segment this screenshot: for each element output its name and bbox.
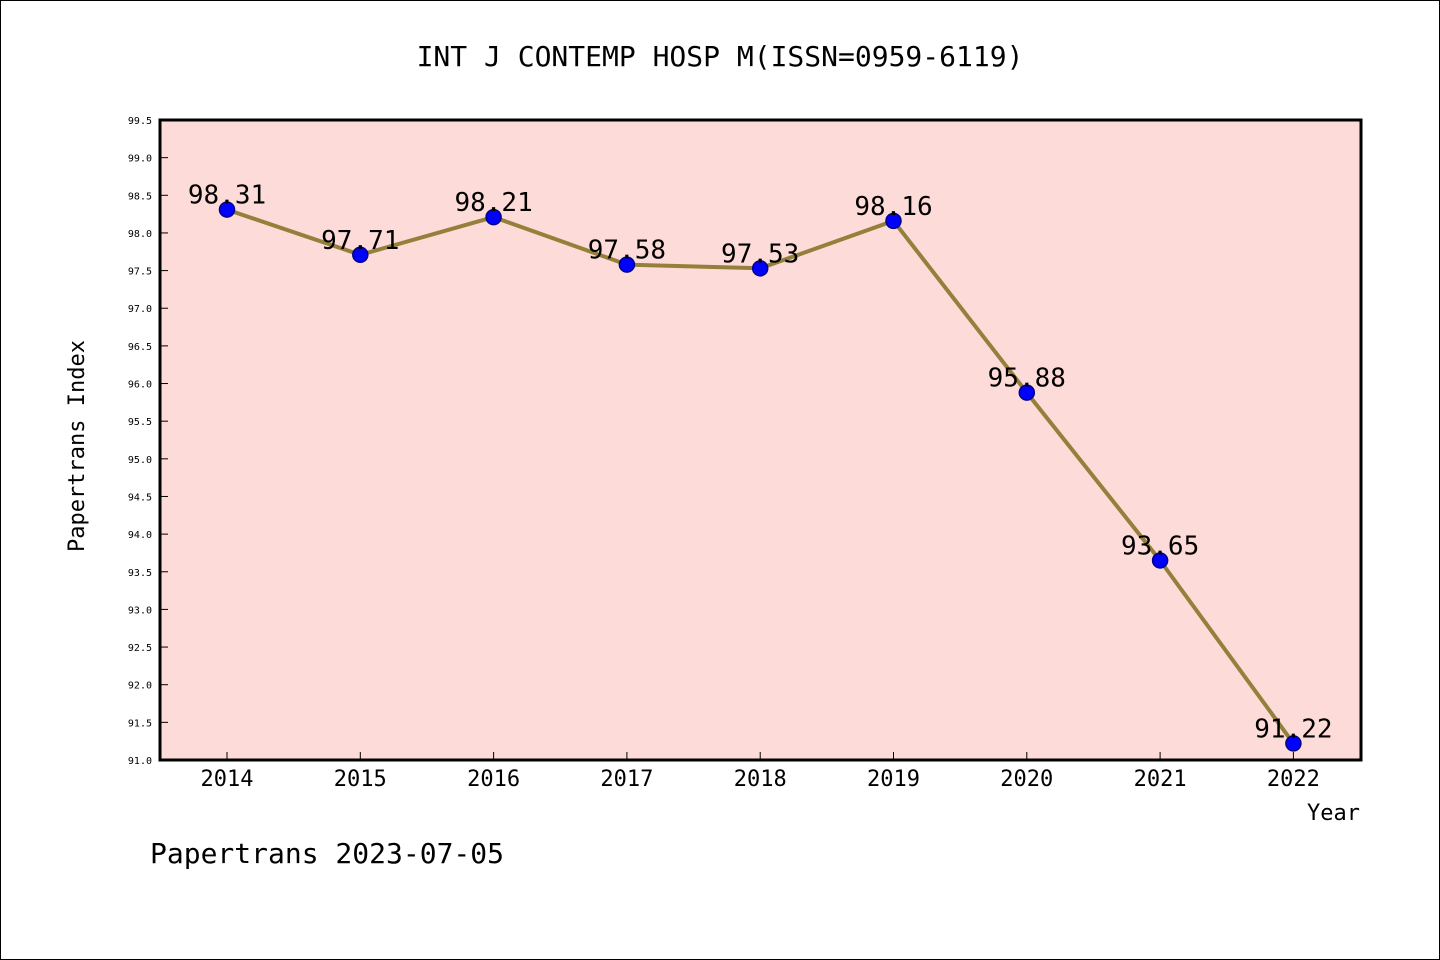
y-tick-label: 94.5	[128, 492, 152, 503]
x-tick-label: 2020	[1000, 767, 1053, 792]
y-tick-label: 99.0	[128, 154, 152, 165]
data-label: 98.16	[854, 192, 932, 222]
y-tick-label: 98.5	[128, 191, 152, 202]
y-axis-label: Papertrans Index	[65, 340, 90, 552]
data-point	[1285, 735, 1302, 752]
data-label: 98.31	[188, 181, 266, 211]
y-tick-label: 91.0	[128, 756, 152, 767]
y-tick-label: 96.5	[128, 342, 152, 353]
x-tick-label: 2019	[867, 767, 920, 792]
y-tick-label: 95.5	[128, 417, 152, 428]
y-tick-label: 92.0	[128, 681, 152, 692]
x-axis-ticks: 2014 2015 2016 2017 2018 2019 2020 2021 2022	[201, 752, 1320, 792]
x-axis-label: Year	[1307, 801, 1360, 826]
y-tick-label: 99.5	[128, 116, 152, 127]
data-point	[352, 246, 369, 264]
data-label: 97.71	[321, 226, 399, 256]
y-axis-ticks: 91.0 91.5 92.0 92.5 93.0 93.5 94.0 94.5 95.0 95.5…	[128, 116, 168, 767]
x-tick-label: 2016	[467, 767, 520, 792]
x-tick-label: 2014	[201, 767, 254, 792]
x-tick-label: 2017	[600, 767, 653, 792]
data-label: 97.58	[588, 236, 666, 266]
chart-title: INT J CONTEMP HOSP M(ISSN=0959-6119)	[417, 40, 1024, 73]
y-tick-label: 92.5	[128, 643, 152, 654]
y-tick-label: 91.5	[128, 718, 152, 729]
data-point	[618, 256, 636, 273]
series-group: 98.31 97.71 98.21 97.58 97.53 98.16 95.88 93.65…	[188, 181, 1333, 752]
x-tick-label: 2021	[1134, 767, 1187, 792]
x-tick-label: 2015	[334, 767, 387, 792]
data-label: 95.88	[988, 364, 1066, 394]
y-tick-label: 97.5	[128, 267, 152, 278]
data-label: 98.21	[454, 188, 532, 218]
y-tick-label: 98.0	[128, 229, 152, 240]
data-point	[218, 201, 236, 218]
y-tick-label: 94.0	[128, 530, 152, 541]
footer-text: Papertrans 2023-07-05	[150, 837, 504, 870]
y-tick-label: 93.5	[128, 568, 152, 579]
x-tick-label: 2018	[734, 767, 787, 792]
data-point	[485, 208, 502, 226]
data-point	[885, 212, 902, 230]
data-label: 93.65	[1121, 531, 1199, 561]
y-tick-label: 96.0	[128, 380, 152, 391]
y-tick-label: 95.0	[128, 455, 152, 466]
y-tick-label: 97.0	[128, 304, 152, 315]
data-point	[1151, 552, 1169, 569]
data-point	[751, 260, 769, 277]
plot-area	[158, 118, 1363, 762]
data-point	[1018, 384, 1036, 401]
data-label: 91.22	[1254, 714, 1332, 744]
data-label: 97.53	[721, 239, 799, 269]
y-tick-label: 93.0	[128, 605, 152, 616]
x-tick-label: 2022	[1267, 767, 1320, 792]
